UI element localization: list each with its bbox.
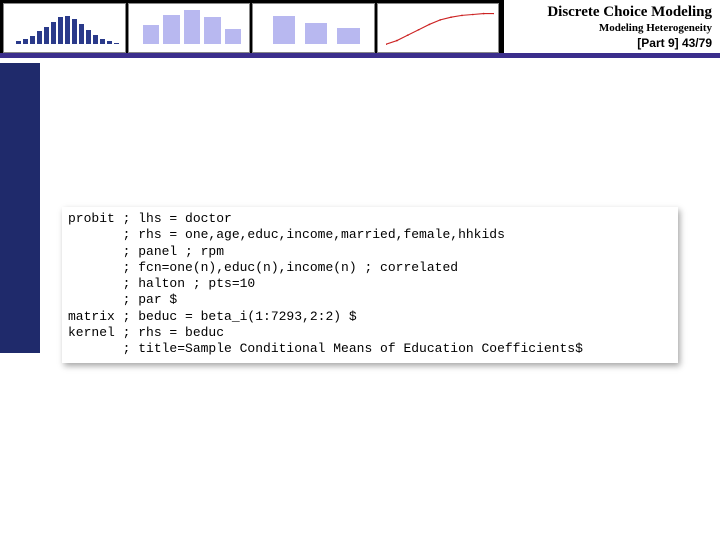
bar: [23, 39, 28, 44]
bar: [37, 31, 42, 44]
bar: [273, 16, 295, 45]
dot: [406, 34, 408, 36]
thumb3-bars: [273, 14, 360, 44]
bar: [305, 23, 327, 44]
bar: [58, 17, 63, 44]
bar: [163, 15, 180, 44]
left-sidebar-accent: [0, 63, 40, 353]
thumbnail-2-histogram: [128, 3, 251, 53]
thumbnail-3-bars: [252, 3, 375, 53]
dot: [428, 24, 430, 26]
bar: [143, 25, 160, 44]
bar: [44, 27, 49, 44]
bar: [100, 39, 105, 44]
thumbnail-strip: [0, 0, 502, 53]
title-sub: Modeling Heterogeneity: [512, 22, 712, 34]
bar: [79, 24, 84, 44]
dot: [395, 40, 397, 42]
dot: [493, 13, 494, 15]
dot: [450, 16, 452, 18]
bar: [225, 29, 242, 44]
bar: [114, 43, 119, 44]
dot: [471, 14, 473, 16]
bar: [184, 10, 201, 44]
thumb2-bars: [143, 10, 242, 44]
thumbnail-4-line-chart: [377, 3, 500, 53]
dot: [482, 13, 484, 15]
code-block: probit ; lhs = doctor ; rhs = one,age,ed…: [62, 207, 678, 363]
part-label: [Part 9] 43/79: [512, 36, 712, 50]
bar: [65, 16, 70, 44]
thumb4-dots: [386, 13, 495, 45]
title-block: Discrete Choice Modeling Modeling Hetero…: [502, 0, 720, 53]
slide-header: Discrete Choice Modeling Modeling Hetero…: [0, 0, 720, 58]
bar: [337, 28, 359, 45]
bar: [86, 30, 91, 44]
bar: [30, 36, 35, 44]
thumb4-svg: [386, 10, 495, 46]
bar: [72, 19, 77, 44]
title-main: Discrete Choice Modeling: [512, 4, 712, 21]
bar: [107, 41, 112, 44]
dot: [439, 19, 441, 21]
thumb1-bars: [16, 16, 119, 44]
bar: [16, 41, 21, 44]
dot: [460, 15, 462, 17]
bar: [204, 17, 221, 44]
bar: [93, 35, 98, 44]
thumb4-line: [386, 14, 495, 45]
dot: [417, 29, 419, 31]
bar: [51, 22, 56, 44]
thumbnail-1-bar-chart: [3, 3, 126, 53]
